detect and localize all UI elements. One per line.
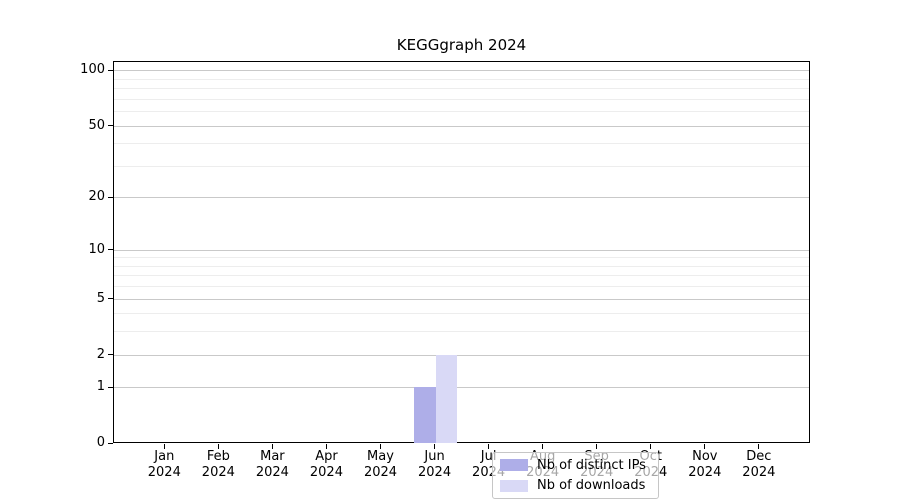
gridline-minor [114, 78, 809, 80]
x-tick [596, 443, 598, 449]
legend-swatch-distinct-ips [500, 459, 528, 472]
gridline-minor [114, 275, 809, 277]
gridline-major [114, 197, 809, 199]
x-tick [758, 443, 760, 449]
x-tick [433, 443, 436, 449]
x-tick [650, 443, 652, 449]
legend-label-downloads: Nb of downloads [537, 478, 646, 494]
gridline-minor [114, 257, 809, 259]
x-tick [379, 443, 382, 449]
gridline-major [114, 354, 809, 356]
y-tick-label: 100 [80, 62, 105, 78]
y-tick-label: 1 [96, 379, 105, 395]
x-tick-label-year: 2024 [309, 465, 343, 480]
legend-label-distinct-ips: Nb of distinct IPs [537, 457, 646, 473]
y-tick-label: 5 [96, 290, 105, 306]
x-tick-label: Dec 2024 [729, 449, 789, 481]
y-tick-label: 2 [96, 346, 105, 362]
x-tick-label-year: 2024 [363, 465, 398, 480]
plot-area: Nb of distinct IPs Nb of downloads [113, 61, 810, 499]
gridline-minor [114, 143, 809, 145]
gridline-minor [114, 111, 809, 113]
x-tick-label-year: 2024 [147, 465, 181, 480]
x-tick [325, 443, 328, 449]
y-tick [107, 69, 113, 72]
y-tick-label: 50 [88, 117, 105, 133]
x-tick-label-month: Mar [260, 449, 285, 464]
x-tick-label: Feb 2024 [188, 449, 248, 481]
gridline-major [114, 125, 809, 127]
x-tick-label-month: May [367, 449, 394, 464]
x-tick-label: May 2024 [351, 449, 411, 481]
gridline-major [114, 387, 809, 389]
x-tick-label-month: Apr [315, 449, 338, 464]
x-tick-label-year: 2024 [201, 465, 235, 480]
y-tick [107, 297, 113, 300]
x-tick-label-year: 2024 [418, 465, 452, 480]
x-tick [487, 443, 490, 449]
y-tick-label: 10 [88, 241, 105, 257]
gridline-minor [114, 286, 809, 288]
y-tick [107, 386, 113, 388]
x-tick-label-year: 2024 [255, 465, 289, 480]
y-tick [107, 196, 113, 198]
x-tick-label-year: 2024 [742, 465, 776, 480]
x-tick-label: Nov 2024 [675, 449, 735, 481]
bar-nb-of-downloads-jun [435, 354, 458, 444]
x-tick-label-month: Dec [746, 449, 772, 464]
gridline-minor [114, 165, 809, 167]
legend-swatch-downloads [500, 479, 528, 492]
gridline-minor [114, 265, 809, 267]
x-tick-label-month: Feb [206, 449, 230, 464]
x-tick-label-month: Jan [154, 449, 175, 464]
x-tick-label: Jun 2024 [405, 449, 465, 481]
chart-title: KEGGgraph 2024 [396, 36, 527, 54]
x-tick [217, 443, 219, 449]
legend-row-downloads: Nb of downloads [500, 476, 650, 497]
x-tick-label: Jan 2024 [134, 449, 194, 481]
x-tick-label-year: 2024 [688, 465, 722, 480]
x-tick-label: Mar 2024 [242, 449, 302, 481]
y-tick [107, 442, 113, 444]
x-tick [163, 443, 165, 449]
x-tick [271, 443, 274, 449]
legend-row-distinct-ips: Nb of distinct IPs [500, 455, 650, 476]
gridline-minor [114, 313, 809, 315]
y-tick [107, 248, 113, 251]
gridline-major [114, 298, 809, 300]
bar-nb-of-distinct-ips-jun [413, 387, 436, 444]
x-tick-label-month: Jun [424, 449, 445, 464]
y-tick-label: 20 [88, 189, 105, 205]
x-tick [542, 443, 544, 449]
legend: Nb of distinct IPs Nb of downloads [492, 452, 659, 499]
x-tick [704, 443, 706, 449]
y-tick [107, 353, 113, 356]
y-tick-label: 0 [96, 435, 105, 451]
gridline-minor [114, 331, 809, 333]
gridline-minor [114, 98, 809, 100]
x-tick-label: Apr 2024 [296, 449, 356, 481]
gridline-major [114, 70, 809, 72]
gridline-minor [114, 88, 809, 90]
gridline-major [114, 249, 809, 251]
y-tick [107, 124, 113, 127]
x-tick-label-month: Nov [692, 449, 718, 464]
